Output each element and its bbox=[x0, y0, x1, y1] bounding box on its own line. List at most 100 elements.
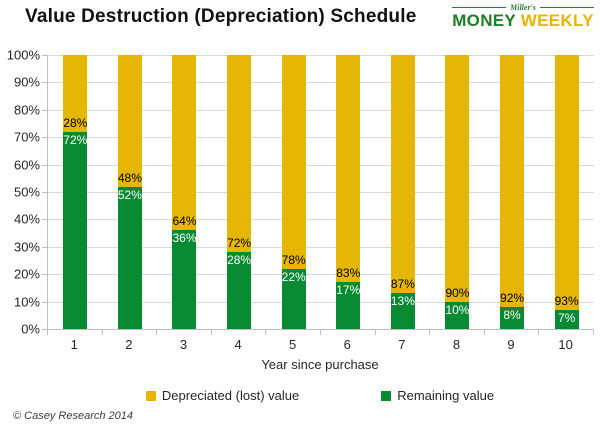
x-axis-tick bbox=[210, 330, 212, 335]
y-axis-tick bbox=[42, 219, 48, 221]
bar-column: 83% 17% bbox=[321, 55, 376, 329]
bar-column: 28% 72% bbox=[48, 55, 103, 329]
logo-rule-left bbox=[452, 6, 507, 8]
x-axis-tick bbox=[320, 330, 321, 335]
gridline bbox=[48, 246, 594, 248]
lost-segment bbox=[172, 55, 197, 231]
y-axis-tick-label: 70% bbox=[13, 129, 40, 145]
lost-segment bbox=[63, 55, 88, 132]
lost-segment bbox=[390, 55, 415, 294]
lost-value-label: 48% bbox=[117, 170, 142, 185]
x-axis-tick bbox=[538, 330, 540, 335]
remaining-value-label: 7% bbox=[557, 310, 576, 325]
remaining-segment bbox=[63, 131, 88, 329]
gridline bbox=[48, 137, 594, 139]
brand-wordmark: MONEY WEEKLY bbox=[452, 12, 594, 30]
y-axis-tick-label: 80% bbox=[13, 102, 40, 118]
stacked-bar: 93% 7% bbox=[555, 55, 579, 329]
x-axis-ticks bbox=[47, 330, 594, 335]
remaining-value-label: 36% bbox=[172, 231, 197, 246]
lost-value-label: 92% bbox=[500, 291, 525, 306]
remaining-segment bbox=[554, 309, 579, 329]
remaining-segment bbox=[445, 301, 470, 329]
x-axis-category-label: 3 bbox=[179, 337, 188, 352]
x-axis-category-label: 9 bbox=[507, 337, 515, 352]
stacked-bar: 48% 52% bbox=[118, 55, 142, 329]
gridline bbox=[48, 329, 594, 330]
plot-area: 0% 10% 20% 30% 40% 50% 60% 70% 80% 90% 100% 28% 72%… bbox=[7, 48, 594, 337]
brand-word-weekly: WEEKLY bbox=[520, 11, 594, 30]
remaining-value-label: 72% bbox=[63, 132, 88, 147]
lost-value-label: 93% bbox=[554, 293, 579, 308]
remaining-value-label: 13% bbox=[390, 294, 415, 309]
brand-logo: Miller's MONEY WEEKLY bbox=[452, 2, 594, 30]
remaining-segment bbox=[117, 186, 142, 329]
y-axis-tick bbox=[42, 329, 48, 330]
y-axis-tick-label: 0% bbox=[21, 321, 40, 337]
x-axis-category-label: 5 bbox=[289, 337, 297, 352]
gridline bbox=[48, 192, 594, 193]
stacked-bar: 87% 13% bbox=[391, 55, 415, 329]
bar-column: 87% 13% bbox=[376, 55, 431, 329]
remaining-segment bbox=[172, 230, 197, 329]
y-axis-tick-label: 40% bbox=[13, 211, 40, 227]
y-axis-tick bbox=[42, 137, 48, 139]
stacked-bar: 78% 22% bbox=[282, 55, 306, 329]
lost-value-label: 64% bbox=[172, 214, 197, 229]
y-axis-tick-label: 20% bbox=[13, 266, 40, 282]
y-axis-tick-label: 30% bbox=[13, 239, 40, 255]
x-axis-tick bbox=[429, 330, 431, 335]
gridline bbox=[48, 109, 594, 111]
lost-segment bbox=[336, 55, 361, 283]
legend-label: Depreciated (lost) value bbox=[161, 388, 300, 403]
stacked-bar: 28% 72% bbox=[63, 55, 87, 329]
brand-logo-top: Miller's bbox=[452, 2, 594, 12]
remaining-segment bbox=[500, 307, 525, 329]
x-axis-labels: 1 2 3 4 5 6 7 8 9 10 bbox=[47, 337, 593, 352]
y-axis-tick bbox=[42, 164, 48, 166]
y-axis-tick bbox=[42, 82, 48, 84]
remaining-segment bbox=[227, 252, 252, 329]
x-axis-category-label: 10 bbox=[558, 337, 573, 352]
y-axis-tick bbox=[42, 246, 48, 248]
stacked-bar: 90% 10% bbox=[445, 55, 469, 329]
bar-column: 78% 22% bbox=[266, 55, 321, 329]
y-axis-tick bbox=[42, 109, 48, 111]
remaining-value-label: 10% bbox=[445, 302, 470, 317]
remaining-value-label: 17% bbox=[336, 283, 361, 298]
bar-column: 48% 52% bbox=[103, 55, 158, 329]
stacked-bar: 64% 36% bbox=[172, 55, 197, 329]
gridline bbox=[48, 274, 594, 276]
gridline bbox=[48, 164, 594, 166]
bar-column: 92% 8% bbox=[485, 55, 540, 329]
lost-segment bbox=[281, 55, 306, 269]
x-axis-tick bbox=[593, 330, 594, 335]
y-axis-tick-label: 50% bbox=[13, 184, 40, 200]
y-axis-tick-label: 90% bbox=[13, 74, 40, 90]
lost-segment bbox=[227, 55, 252, 253]
legend-swatch-remaining bbox=[381, 390, 392, 401]
legend-item: Depreciated (lost) value bbox=[145, 388, 300, 403]
x-axis-tick bbox=[374, 330, 376, 335]
remaining-value-label: 8% bbox=[503, 308, 521, 323]
lost-segment bbox=[445, 55, 470, 302]
bar-column: 90% 10% bbox=[430, 55, 485, 329]
legend-swatch-lost bbox=[145, 390, 156, 401]
y-axis-tick bbox=[42, 55, 48, 56]
chart-title: Value Destruction (Depreciation) Schedul… bbox=[25, 6, 417, 27]
x-axis-category-label: 4 bbox=[234, 337, 242, 352]
remaining-segment bbox=[336, 282, 361, 329]
x-axis-tick bbox=[47, 330, 48, 335]
x-axis-tick bbox=[265, 330, 267, 335]
x-axis-tick bbox=[483, 330, 485, 335]
gridline bbox=[48, 82, 594, 84]
x-axis-category-label: 8 bbox=[452, 337, 461, 352]
legend-item: Remaining value bbox=[381, 388, 494, 403]
gridline bbox=[48, 219, 594, 221]
brand-script: Miller's bbox=[510, 2, 536, 12]
x-axis-tick bbox=[156, 330, 158, 335]
bar-column: 72% 28% bbox=[212, 55, 267, 329]
lost-value-label: 28% bbox=[63, 115, 88, 130]
lost-value-label: 83% bbox=[336, 266, 361, 281]
stacked-bar: 72% 28% bbox=[227, 55, 251, 329]
